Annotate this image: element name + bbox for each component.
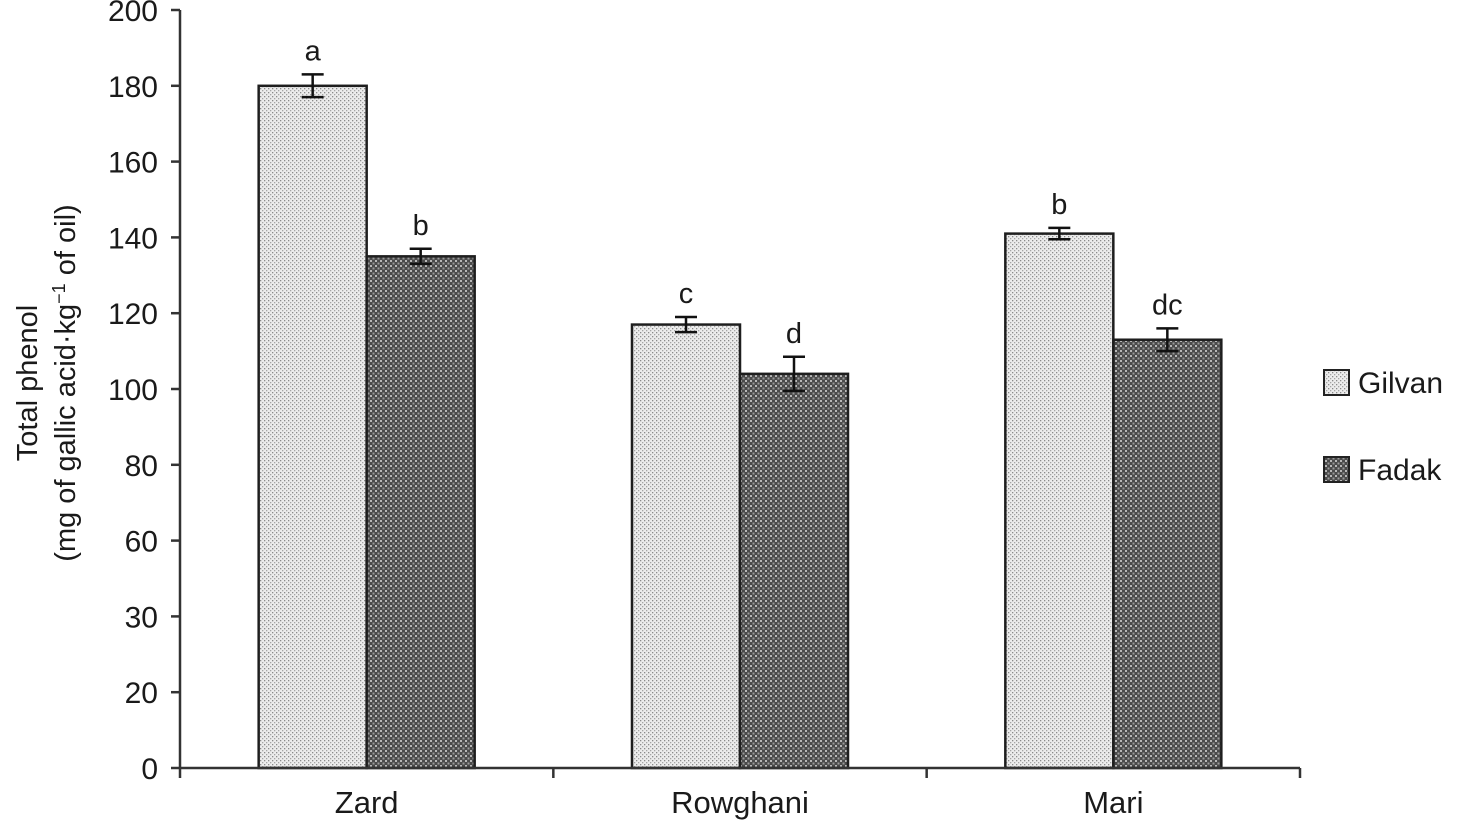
y-axis-title-unit: (mg of gallic acid·kg (50, 304, 82, 562)
significance-letters-layer: a c b b d dc (305, 35, 1183, 349)
bar-fadak-zard (365, 255, 476, 770)
bar-gilvan-zard (257, 84, 368, 770)
x-category-label-zard: Zard (335, 785, 399, 820)
error-bar-fadak-zard (409, 247, 432, 266)
error-bar-fadak-mari (1156, 327, 1179, 353)
error-bar-gilvan-zard (301, 73, 324, 99)
y-tick-label: 140 (108, 222, 158, 255)
legend-label-gilvan: Gilvan (1358, 367, 1443, 400)
y-tick-label: 80 (125, 450, 158, 483)
error-bar-gilvan-rowghani (675, 315, 697, 334)
y-tick-label: 30 (125, 601, 158, 634)
significance-letter-fadak-zard: b (413, 210, 429, 242)
y-tick-label: 60 (125, 526, 158, 559)
y-tick-label: 0 (141, 753, 158, 786)
significance-letter-fadak-mari: dc (1152, 289, 1183, 321)
legend-swatch-gilvan (1323, 369, 1350, 396)
y-axis-title-unit-end: of oil) (50, 204, 82, 283)
error-bars-layer (301, 73, 1179, 393)
bars-layer (257, 84, 1223, 770)
x-ticks-layer: Zard Rowghani Mari (178, 768, 1302, 820)
bar-fadak-rowghani (738, 372, 850, 770)
legend-swatch-fadak (1323, 456, 1350, 483)
legend-item-gilvan: Gilvan (1323, 367, 1443, 400)
y-ticks-layer: 0 20 30 60 80 100 120 140 160 180 200 (108, 0, 180, 786)
y-axis-title-superscript: −1 (49, 283, 69, 304)
y-tick-label: 180 (108, 71, 158, 104)
y-tick-label: 100 (108, 374, 158, 407)
x-category-label-rowghani: Rowghani (671, 785, 809, 820)
x-category-label-mari: Mari (1083, 785, 1143, 820)
significance-letter-gilvan-zard: a (305, 35, 322, 67)
y-tick-label: 20 (125, 677, 158, 710)
y-axis-title-line2: (mg of gallic acid·kg−1 of oil) (49, 204, 82, 561)
y-tick-label: 120 (108, 298, 158, 331)
legend-item-fadak: Fadak (1323, 454, 1442, 487)
y-tick-label: 200 (108, 0, 158, 28)
significance-letter-gilvan-mari: b (1051, 189, 1067, 221)
legend: Gilvan Fadak (1323, 367, 1443, 487)
y-tick-label: 160 (108, 147, 158, 180)
y-axis-title-line1: Total phenol (12, 305, 44, 461)
significance-letter-fadak-rowghani: d (786, 318, 802, 350)
bar-gilvan-mari (1004, 232, 1115, 770)
bar-fadak-mari (1112, 338, 1223, 770)
bar-gilvan-rowghani (630, 323, 742, 770)
legend-label-fadak: Fadak (1358, 454, 1442, 487)
error-bar-gilvan-mari (1048, 226, 1071, 241)
significance-letter-gilvan-rowghani: c (679, 278, 694, 310)
error-bar-fadak-rowghani (783, 355, 805, 393)
